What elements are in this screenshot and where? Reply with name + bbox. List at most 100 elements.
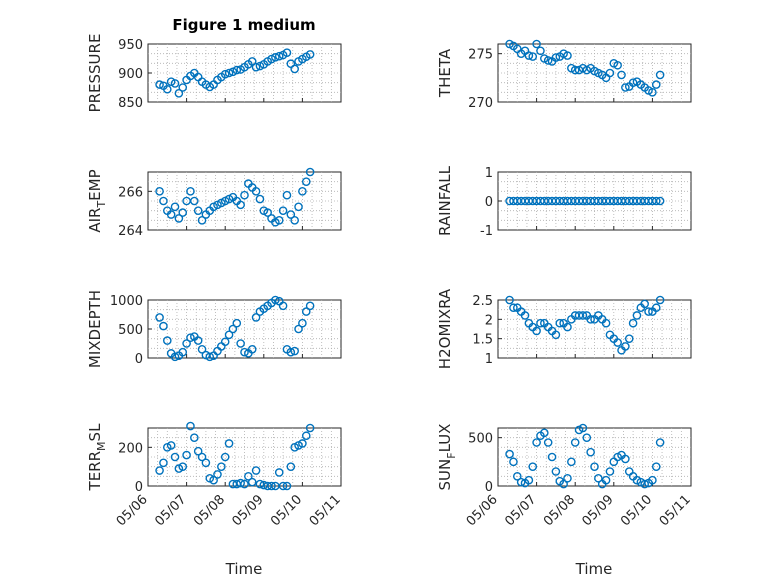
y-axis-label: THETA (436, 48, 454, 98)
data-point (578, 423, 588, 433)
data-point (236, 200, 245, 210)
data-point (236, 339, 245, 348)
data-point (655, 70, 665, 80)
data-point (524, 51, 534, 60)
data-point (298, 439, 307, 448)
y-tick-label: 1000 (110, 294, 143, 309)
data-point (190, 433, 199, 442)
data-point (224, 439, 234, 448)
data-point (247, 57, 257, 66)
data-point (520, 311, 530, 320)
subplot-sunflux: 0 500 05/06 05/07 05/08 05/09 05/10 05/11 SUNFLU… (436, 424, 694, 530)
data-point (586, 315, 595, 324)
data-point (255, 479, 265, 489)
data-point (240, 347, 249, 357)
data-point (628, 318, 638, 328)
data-point (559, 479, 568, 489)
data-point (286, 462, 296, 471)
x-tick-label: 05/07 (502, 492, 539, 529)
subplot-terrmsl: 0 200 05/06 05/07 05/08 05/09 05/10 05/11 TERRMS… (86, 421, 344, 529)
data-point (174, 214, 184, 223)
data-point (159, 458, 168, 468)
data-point (640, 479, 649, 489)
data-point (178, 462, 188, 471)
data-point (528, 52, 538, 61)
data-point (282, 481, 292, 491)
data-point (205, 352, 215, 362)
x-tick-label: 05/10 (618, 492, 655, 529)
data-point (178, 208, 188, 217)
data-point (567, 457, 576, 467)
data-point (236, 478, 245, 488)
data-point (651, 80, 661, 89)
data-point (628, 78, 638, 87)
data-point (513, 472, 522, 481)
x-tick-label: 05/08 (541, 492, 578, 529)
data-point (186, 333, 195, 343)
y-axis-label: RAINFALL (436, 165, 454, 236)
data-point (193, 446, 203, 456)
data-point (186, 421, 195, 431)
data-point (190, 196, 199, 206)
data-point (271, 295, 280, 305)
data-point (578, 311, 588, 320)
data-point (182, 339, 191, 348)
data-point (536, 318, 545, 328)
data-point (286, 210, 296, 219)
data-point (290, 346, 299, 356)
y-tick-label: 900 (118, 67, 143, 82)
data-point (220, 452, 230, 462)
data-point (601, 475, 611, 485)
x-tick-label: 05/06 (464, 492, 501, 529)
data-point (232, 318, 242, 328)
data-point (551, 467, 561, 476)
data-point (648, 88, 657, 97)
y-axis-label: H2OMIXRA (436, 288, 454, 369)
data-point (240, 479, 249, 489)
y-tick-label: 500 (118, 323, 143, 338)
data-point (294, 202, 303, 212)
data-point (209, 475, 218, 485)
y-tick-label: 0 (485, 480, 493, 495)
data-point (155, 80, 164, 89)
data-point (655, 295, 665, 305)
y-tick-label: 0 (135, 480, 143, 495)
x-tick-label: 05/07 (152, 492, 189, 529)
data-point (278, 206, 288, 215)
data-point (505, 449, 514, 459)
data-point (586, 447, 595, 457)
data-point (655, 196, 665, 206)
data-point (509, 303, 518, 313)
data-point (224, 330, 234, 340)
subplot-pressure: 850 900 950 PRESSURE (86, 34, 342, 112)
figure-title: Figure 1 medium (172, 16, 315, 34)
data-point (651, 303, 661, 313)
data-point (174, 89, 184, 98)
data-point (570, 65, 580, 75)
y-tick-label: 270 (468, 96, 493, 111)
data-point (162, 336, 172, 345)
data-point (621, 454, 630, 464)
data-point (178, 347, 188, 357)
data-point (220, 337, 230, 347)
data-point (263, 208, 272, 217)
data-point (267, 481, 276, 491)
data-point (632, 311, 642, 320)
data-point (543, 438, 553, 447)
data-point (582, 433, 592, 442)
y-axis-label: SUNFLUX (436, 424, 458, 491)
data-point (274, 51, 284, 61)
data-point (251, 466, 261, 475)
data-point (247, 477, 257, 487)
data-point (228, 324, 238, 334)
data-point (532, 438, 541, 447)
data-point (532, 326, 541, 336)
y-tick-label: 200 (118, 441, 143, 456)
data-point (528, 462, 538, 471)
data-point (301, 307, 311, 316)
data-point (274, 468, 284, 477)
data-point (251, 187, 261, 196)
data-point (159, 196, 168, 206)
data-point (605, 467, 615, 476)
